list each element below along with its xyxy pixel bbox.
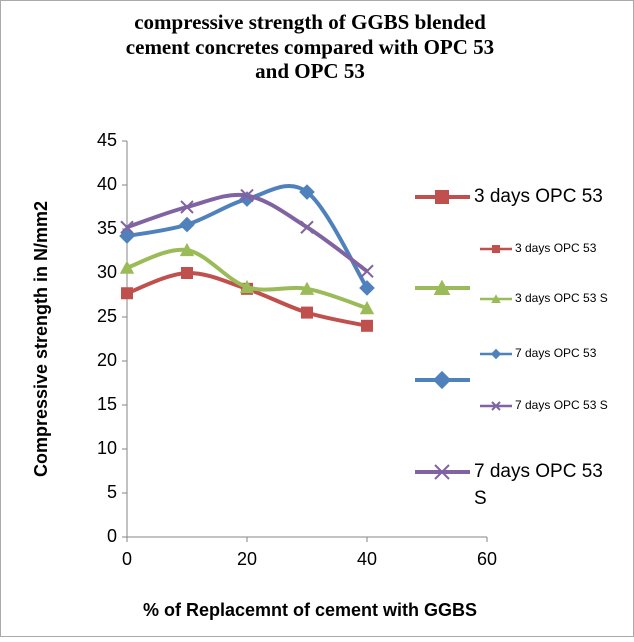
marker — [299, 184, 315, 200]
x-tick-label: 40 — [357, 549, 377, 569]
marker — [491, 294, 501, 303]
y-tick-label: 40 — [97, 174, 117, 194]
x-tick-label: 20 — [237, 549, 257, 569]
marker — [435, 190, 449, 204]
marker — [491, 401, 501, 411]
marker — [432, 370, 452, 390]
marker — [434, 464, 450, 480]
marker — [180, 200, 194, 214]
y-tick-label: 45 — [97, 130, 117, 150]
y-tick-label: 10 — [97, 438, 117, 458]
marker — [359, 301, 375, 315]
y-tick-label: 5 — [107, 482, 117, 502]
marker — [119, 260, 135, 274]
marker — [359, 280, 375, 296]
marker — [360, 264, 374, 278]
y-tick-label: 25 — [97, 306, 117, 326]
chart-title: and OPC 53 — [255, 59, 365, 83]
marker — [361, 319, 373, 332]
legend-item: 7 days OPC 53 S — [474, 461, 603, 509]
chart-title: compressive strength of GGBS blended — [134, 10, 486, 34]
legend-item: 3 days OPC 53 — [474, 186, 603, 207]
legend-label: 7 days OPC 53 S — [474, 461, 603, 509]
marker — [433, 279, 451, 295]
chart-title: cement concretes compared with OPC 53 — [126, 35, 494, 59]
marker — [490, 348, 502, 360]
y-tick-label: 35 — [97, 218, 117, 238]
marker — [492, 245, 500, 253]
x-tick-label: 0 — [122, 549, 132, 569]
legend-label: 7 days OPC 53 — [515, 346, 597, 360]
marker — [121, 287, 133, 300]
y-tick-label: 0 — [107, 526, 117, 546]
marker — [301, 306, 313, 319]
marker — [300, 220, 314, 234]
marker — [179, 216, 195, 233]
y-tick-label: 20 — [97, 350, 117, 370]
marker — [179, 242, 195, 257]
y-tick-label: 30 — [97, 262, 117, 282]
marker — [299, 281, 315, 295]
marker — [240, 188, 254, 203]
x-tick-label: 60 — [477, 549, 497, 569]
legend-label: 3 days OPC 53 S — [515, 291, 608, 305]
legend-label: 3 days OPC 53 — [474, 186, 603, 207]
x-axis-label: % of Replacemnt of cement with GGBS — [143, 600, 477, 620]
marker — [239, 279, 255, 294]
marker — [120, 220, 134, 234]
legend-label: 3 days OPC 53 — [515, 241, 597, 255]
legend-label: 7 days OPC 53 S — [515, 398, 608, 412]
y-axis-label: Compressive strength in N/mm2 — [31, 201, 51, 477]
marker — [181, 267, 193, 279]
y-tick-label: 15 — [97, 394, 117, 414]
